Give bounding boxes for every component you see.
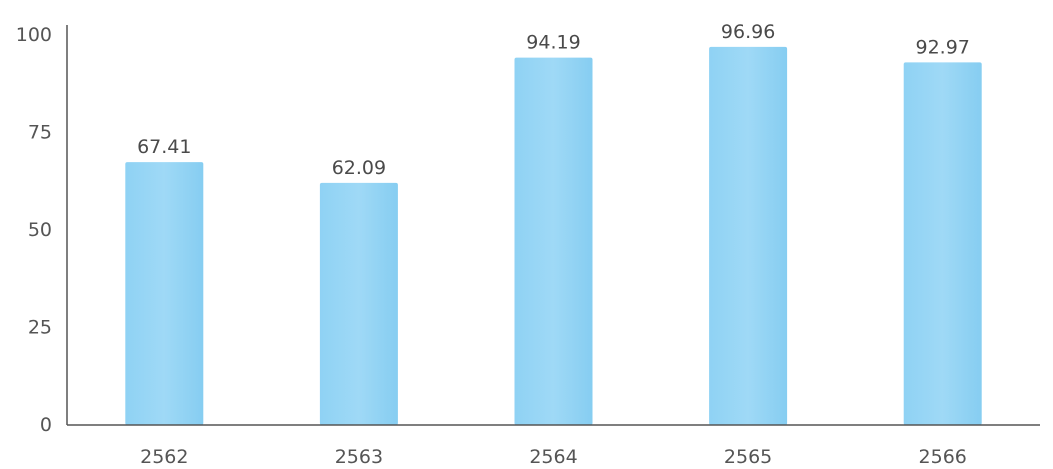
y-tick-label: 25 (28, 317, 52, 339)
data-label: 92.97 (915, 36, 969, 58)
bar-2562 (125, 162, 204, 425)
y-tick-label: 50 (28, 219, 52, 241)
y-tick-label: 100 (16, 24, 52, 46)
data-label: 96.96 (721, 21, 775, 43)
y-tick-label: 75 (28, 122, 52, 144)
x-axis-labels: 2562 2563 2564 2565 2566 (140, 446, 967, 468)
x-tick-label: 2565 (724, 446, 772, 468)
data-label: 67.41 (137, 136, 191, 158)
y-axis-ticks: 0 25 50 75 100 (16, 24, 52, 436)
bar-2566 (903, 62, 982, 426)
x-tick-label: 2562 (140, 446, 188, 468)
data-labels: 67.41 62.09 94.19 96.96 92.97 (137, 21, 970, 179)
data-label: 94.19 (526, 32, 580, 54)
y-tick-label: 0 (40, 414, 52, 436)
data-label: 62.09 (332, 157, 386, 179)
bar-2565 (709, 46, 788, 426)
bar-2563 (319, 182, 398, 425)
bar-2564 (514, 57, 593, 426)
bars (125, 46, 982, 426)
x-tick-label: 2564 (529, 446, 577, 468)
x-tick-label: 2563 (335, 446, 383, 468)
x-tick-label: 2566 (919, 446, 967, 468)
